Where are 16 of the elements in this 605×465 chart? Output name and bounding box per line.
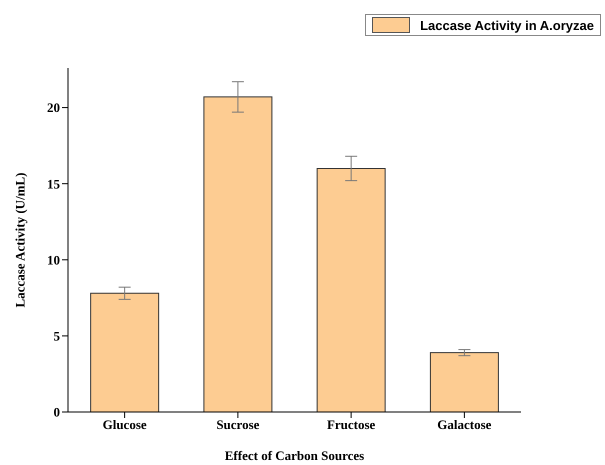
x-tick-label: Galactose	[437, 417, 492, 432]
y-tick-label: 15	[47, 176, 60, 192]
y-tick-label: 0	[54, 404, 60, 420]
bar	[316, 168, 386, 412]
x-axis-title: Effect of Carbon Sources	[224, 448, 364, 463]
x-tick-label: Glucose	[102, 417, 147, 432]
bar	[430, 352, 499, 412]
bar	[90, 292, 160, 412]
legend-label: Laccase Activity in A.oryzae	[420, 18, 594, 32]
x-tick-label: Fructose	[326, 417, 376, 432]
x-tick-label: Sucrose	[216, 417, 260, 432]
bar	[203, 96, 272, 412]
y-tick-label: 20	[47, 100, 60, 116]
y-tick-label: 5	[54, 328, 60, 344]
y-axis-title: Laccase Activity (U/mL)	[12, 172, 28, 308]
y-tick-label: 10	[47, 252, 60, 268]
